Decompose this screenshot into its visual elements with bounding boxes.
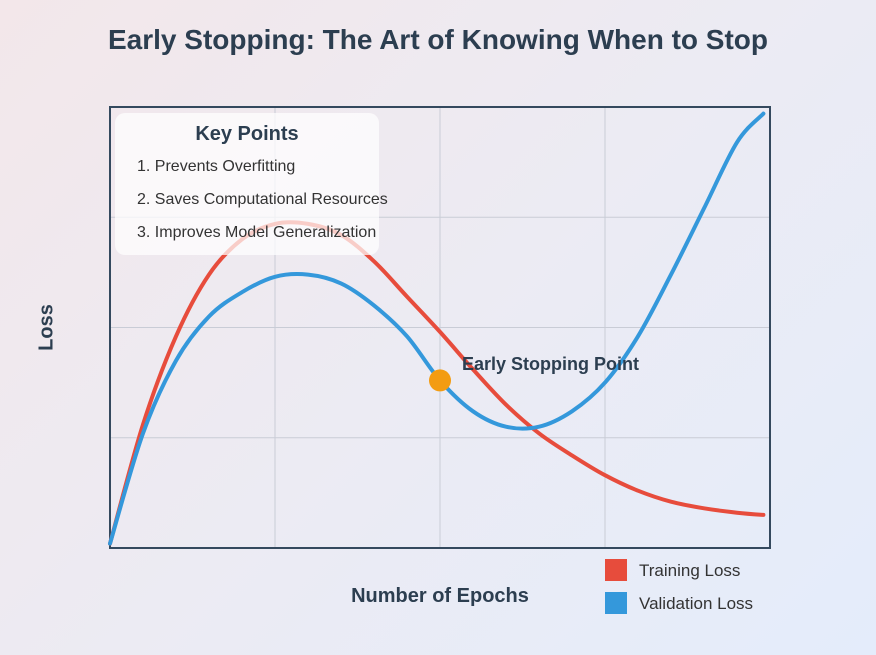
legend-label-training: Training Loss (639, 561, 741, 580)
y-axis-label: Loss (35, 304, 58, 351)
early-stopping-marker (429, 369, 451, 392)
legend-label-validation: Validation Loss (639, 594, 754, 613)
annotation-layer (429, 369, 451, 392)
key-point-3: 3. Improves Model Generalization (137, 224, 377, 241)
key-points-title: Key Points (195, 123, 299, 145)
key-point-1: 1. Prevents Overfitting (137, 158, 296, 175)
legend-swatch-training (605, 559, 627, 581)
chart-title: Early Stopping: The Art of Knowing When … (108, 24, 768, 55)
key-point-2: 2. Saves Computational Resources (137, 191, 388, 208)
x-axis-label: Number of Epochs (351, 585, 529, 607)
plot-frame (109, 106, 771, 549)
legend-swatch-validation (605, 592, 627, 614)
key-points-box: Key Points 1. Prevents Overfitting 2. Sa… (115, 113, 388, 255)
training-loss-line (108, 220, 766, 546)
early-stopping-label: Early Stopping Point (462, 354, 640, 374)
